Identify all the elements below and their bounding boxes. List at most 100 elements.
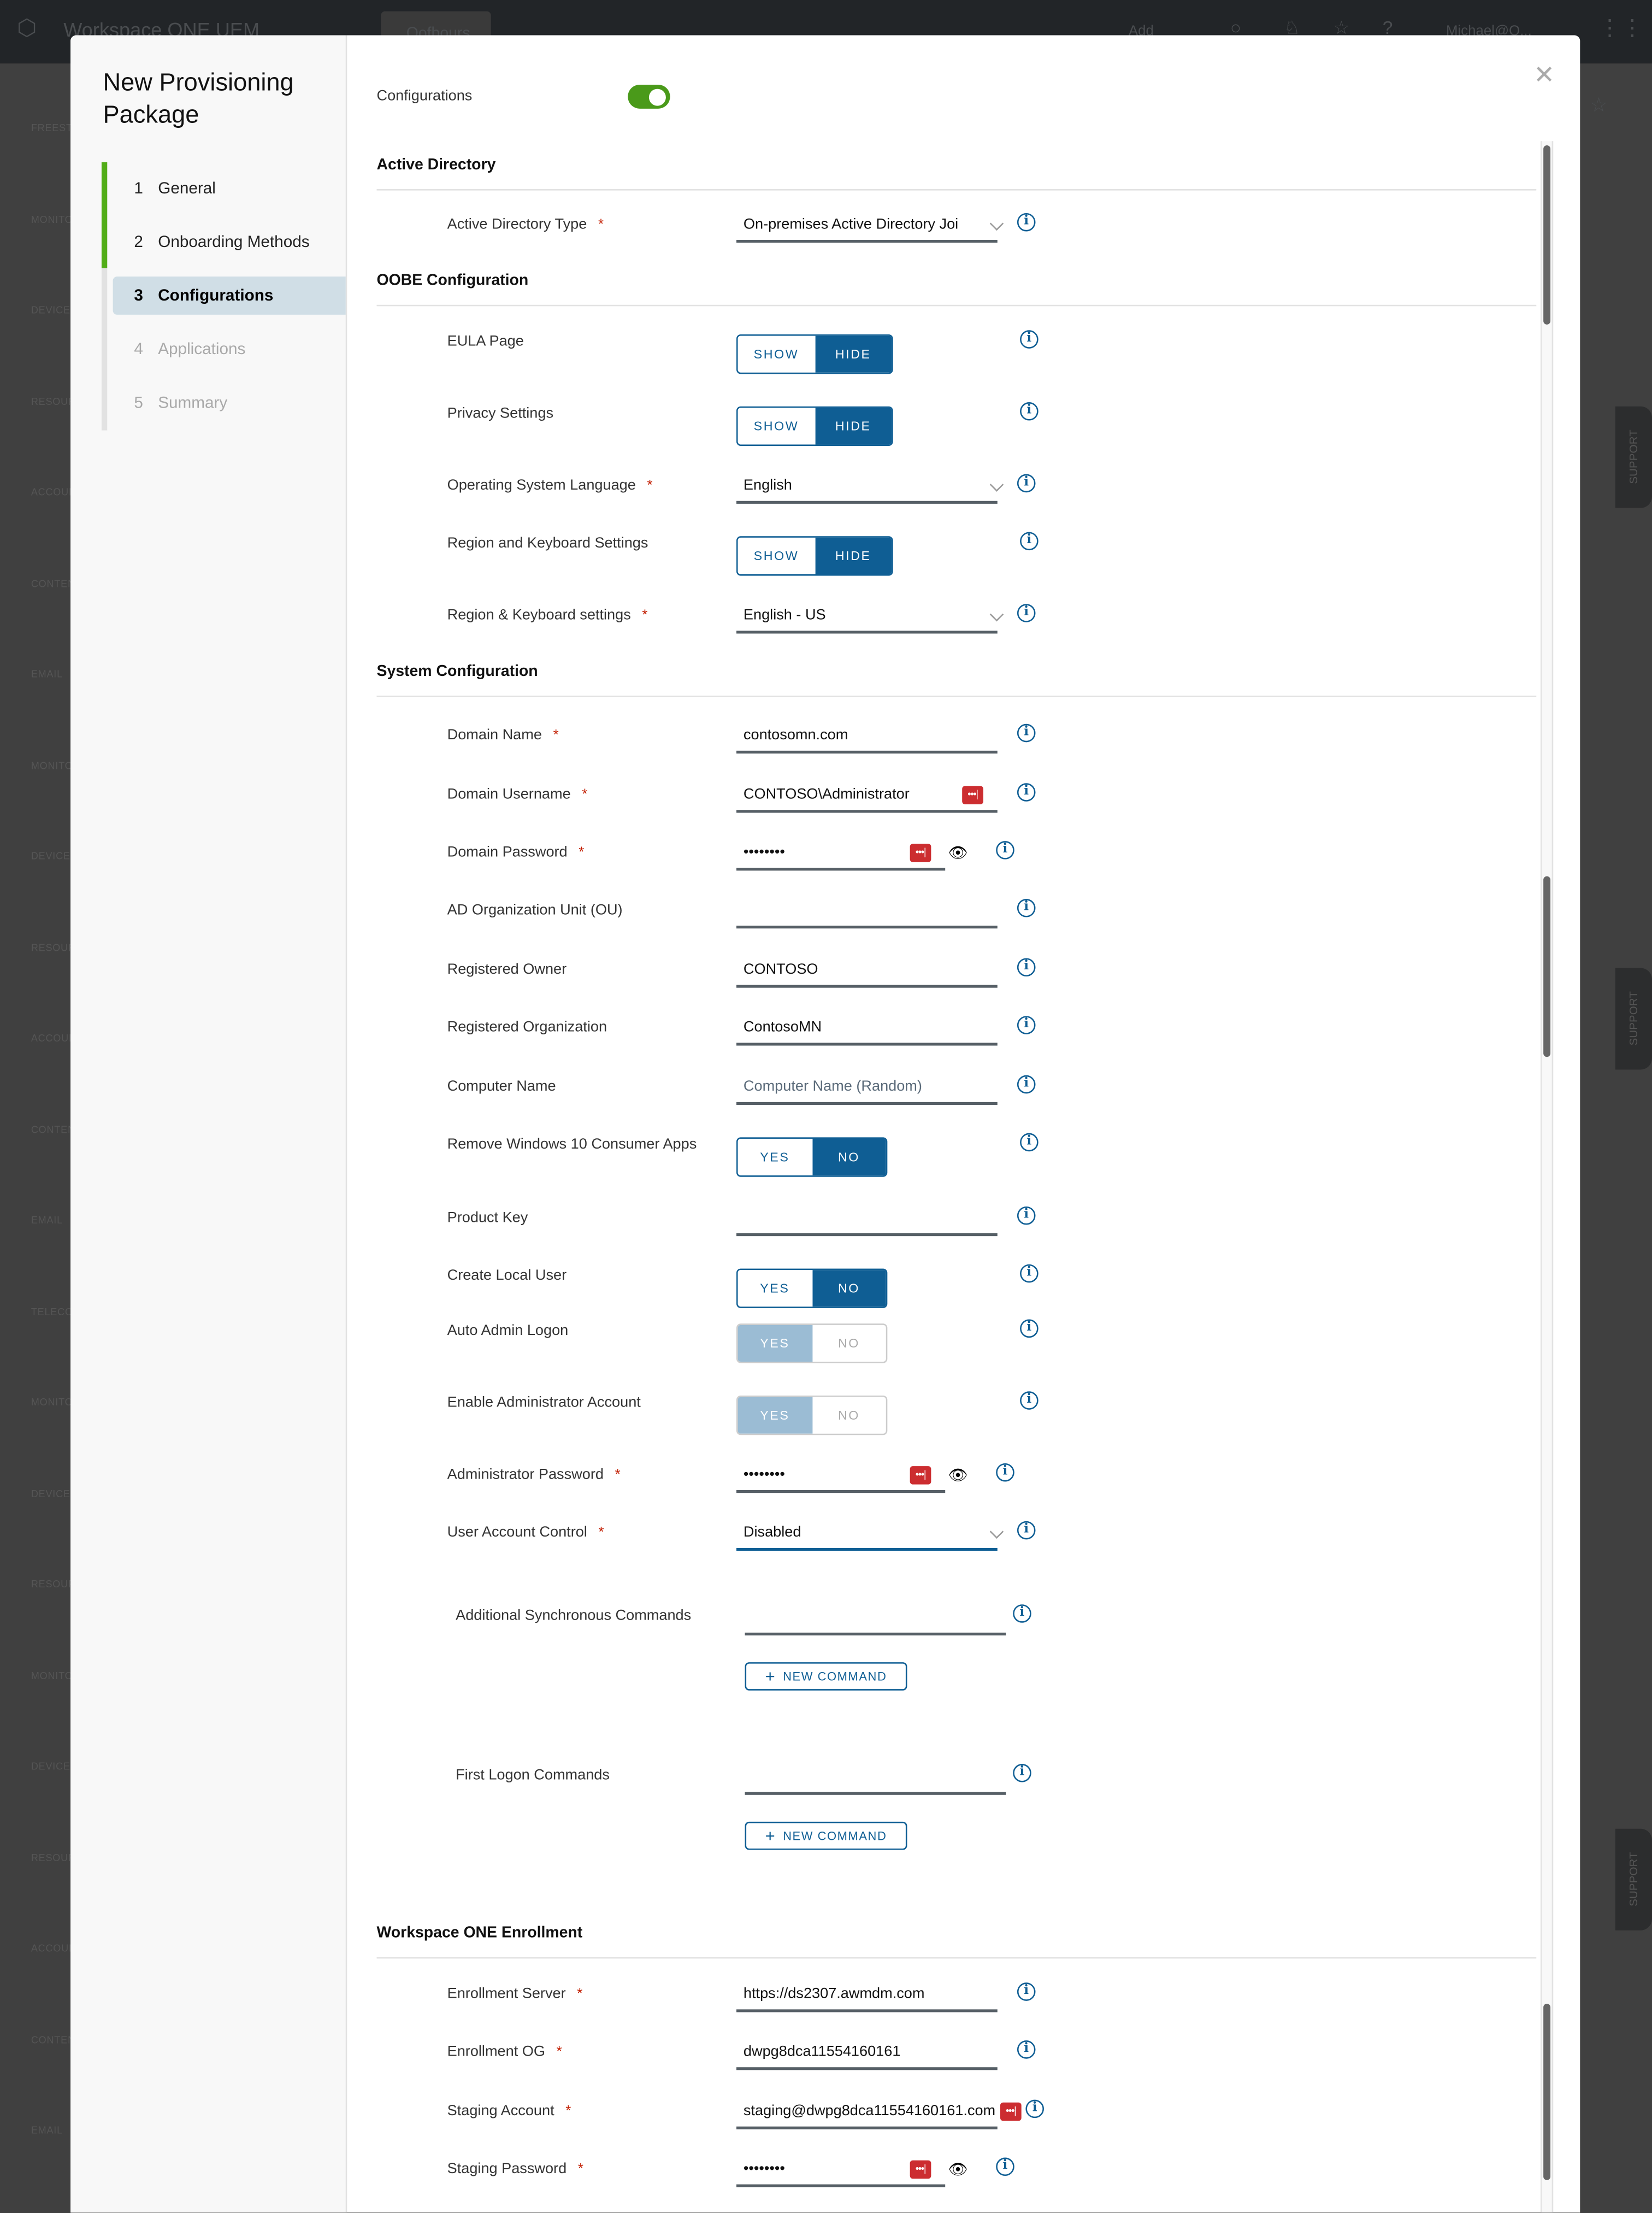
operating-system-language-select[interactable]: English <box>743 476 792 494</box>
remove-windows-10-consumer-apps-option-yes[interactable]: YES <box>738 1138 812 1176</box>
active-directory-type-select[interactable]: On-premises Active Directory Joi <box>743 216 959 233</box>
configurations-switch[interactable] <box>628 84 670 109</box>
create-local-user-option-yes[interactable]: YES <box>738 1270 812 1307</box>
info-icon[interactable]: i <box>1020 1133 1039 1152</box>
user-account-control-select[interactable]: Disabled <box>743 1523 801 1541</box>
info-icon[interactable]: i <box>996 2157 1014 2176</box>
sidebar-item-email[interactable]: EMAIL <box>31 670 63 680</box>
info-icon[interactable]: i <box>1020 330 1039 349</box>
create-local-user-option-no[interactable]: NO <box>812 1270 886 1307</box>
eula-page-toggle[interactable]: SHOW HIDE <box>736 334 893 374</box>
first-logon-commands-input[interactable] <box>745 1792 1006 1794</box>
enrollment-server-input[interactable]: https://ds2307.awmdm.com <box>743 1985 925 2003</box>
step-configurations[interactable]: 3 Configurations <box>113 276 346 315</box>
chevron-down-icon[interactable] <box>989 607 1004 622</box>
info-icon[interactable]: i <box>1020 532 1039 551</box>
lastpass-icon[interactable]: •••| <box>910 2160 931 2179</box>
info-icon[interactable]: i <box>1017 1982 1036 2001</box>
info-icon[interactable]: i <box>1020 1264 1039 1283</box>
first-logon-commands-new-command-button[interactable]: + NEW COMMAND <box>745 1821 907 1850</box>
step-applications[interactable]: 4 Applications <box>113 330 346 368</box>
lastpass-icon[interactable]: •••| <box>1000 2102 1022 2121</box>
staging-account-input[interactable]: staging@dwpg8dca11554160161.com <box>743 2102 996 2120</box>
sidebar-item-email[interactable]: EMAIL <box>31 1216 63 1227</box>
search-icon[interactable]: ○ <box>1230 16 1242 38</box>
additional-synchronous-commands-input[interactable] <box>745 1632 1006 1635</box>
info-icon[interactable]: i <box>1017 783 1036 802</box>
info-icon[interactable]: i <box>1017 213 1036 232</box>
eye-icon[interactable]: 👁 <box>948 1467 968 1485</box>
sidebar-item-devices[interactable]: DEVICES <box>31 1489 78 1499</box>
chevron-down-icon[interactable] <box>989 478 1004 492</box>
step-summary[interactable]: 5 Summary <box>113 384 346 422</box>
remove-windows-10-consumer-apps-toggle[interactable]: YES NO <box>736 1137 888 1177</box>
domain-name-input[interactable]: contosomn.com <box>743 726 848 744</box>
sidebar-item-email[interactable]: EMAIL <box>31 2126 63 2137</box>
privacy-settings-toggle[interactable]: SHOW HIDE <box>736 406 893 446</box>
app-grid-icon[interactable]: ⋮⋮ <box>1598 16 1644 41</box>
info-icon[interactable]: i <box>1020 1319 1039 1338</box>
info-icon[interactable]: i <box>1013 1764 1031 1782</box>
info-icon[interactable]: i <box>1017 604 1036 622</box>
info-icon[interactable]: i <box>996 841 1014 860</box>
privacy-settings-option-hide[interactable]: HIDE <box>815 408 892 445</box>
sidebar-item-monitor[interactable]: MONITOR <box>31 1398 81 1409</box>
support-tab[interactable]: SUPPORT <box>1615 968 1652 1070</box>
additional-synchronous-commands-new-command-button[interactable]: + NEW COMMAND <box>745 1662 907 1691</box>
info-icon[interactable]: i <box>1017 958 1036 977</box>
info-icon[interactable]: i <box>1017 1206 1036 1225</box>
domain-password-input[interactable]: •••••••• <box>743 844 785 861</box>
sidebar-item-devices[interactable]: DEVICES <box>31 852 78 862</box>
remove-windows-10-consumer-apps-option-no[interactable]: NO <box>812 1138 886 1176</box>
info-icon[interactable]: i <box>1017 1016 1036 1034</box>
support-tab[interactable]: SUPPORT <box>1615 1828 1652 1931</box>
region-and-keyboard-settings-toggle[interactable]: SHOW HIDE <box>736 536 893 576</box>
bell-icon[interactable]: ♘ <box>1283 16 1301 38</box>
info-icon[interactable]: i <box>1013 1604 1031 1623</box>
scrollbar-thumb[interactable] <box>1543 876 1551 1057</box>
sidebar-item-content[interactable]: CONTENT <box>31 2035 82 2046</box>
eula-page-option-show[interactable]: SHOW <box>738 336 815 373</box>
sidebar-item-content[interactable]: CONTENT <box>31 1125 82 1135</box>
computer-name-input[interactable]: Computer Name (Random) <box>743 1078 922 1095</box>
info-icon[interactable]: i <box>1017 723 1036 743</box>
favorite-star-icon[interactable]: ☆ <box>1590 93 1608 116</box>
sidebar-item-devices[interactable]: DEVICES <box>31 1762 78 1773</box>
registered-organization-input[interactable]: ContosoMN <box>743 1019 822 1036</box>
region-and-keyboard-settings-option-show[interactable]: SHOW <box>738 537 815 575</box>
staging-password-input[interactable]: •••••••• <box>743 2160 785 2177</box>
chevron-down-icon[interactable] <box>989 1525 1004 1539</box>
scrollbar-thumb[interactable] <box>1543 145 1551 325</box>
scrollbar[interactable] <box>1540 141 1554 2213</box>
step-general[interactable]: 1 General <box>113 169 346 208</box>
step-onboarding-methods[interactable]: 2 Onboarding Methods <box>113 223 346 261</box>
sidebar-item-monitor[interactable]: MONITOR <box>31 761 81 772</box>
info-icon[interactable]: i <box>1020 402 1039 421</box>
region-and-keyboard-settings-option-hide[interactable]: HIDE <box>815 537 892 575</box>
info-icon[interactable]: i <box>1017 1521 1036 1540</box>
registered-owner-input[interactable]: CONTOSO <box>743 961 818 978</box>
support-tab[interactable]: SUPPORT <box>1615 406 1652 508</box>
info-icon[interactable]: i <box>1017 474 1036 493</box>
sidebar-item-monitor[interactable]: MONITOR <box>31 215 81 225</box>
info-icon[interactable]: i <box>1017 898 1036 917</box>
create-local-user-toggle[interactable]: YES NO <box>736 1268 888 1308</box>
domain-username-input[interactable]: CONTOSO\Administrator <box>743 786 910 803</box>
close-icon[interactable]: ✕ <box>1533 61 1555 89</box>
lastpass-icon[interactable]: •••| <box>962 786 983 804</box>
eye-icon[interactable]: 👁 <box>948 2162 968 2179</box>
region-keyboard-settings-select[interactable]: English - US <box>743 607 826 624</box>
star-icon[interactable]: ☆ <box>1333 16 1350 38</box>
enrollment-og-input[interactable]: dwpg8dca11554160161 <box>743 2043 901 2061</box>
sidebar-item-devices[interactable]: DEVICES <box>31 306 78 316</box>
administrator-password-input[interactable]: •••••••• <box>743 1466 785 1484</box>
lastpass-icon[interactable]: •••| <box>910 1466 931 1485</box>
lastpass-icon[interactable]: •••| <box>910 844 931 862</box>
sidebar-item-telecom[interactable]: TELECOM <box>31 1307 82 1317</box>
info-icon[interactable]: i <box>1020 1391 1039 1410</box>
eye-icon[interactable]: 👁 <box>948 845 968 862</box>
info-icon[interactable]: i <box>1025 2099 1044 2118</box>
help-icon[interactable]: ? <box>1382 16 1393 38</box>
info-icon[interactable]: i <box>1017 2040 1036 2059</box>
scrollbar-thumb[interactable] <box>1543 2004 1551 2180</box>
